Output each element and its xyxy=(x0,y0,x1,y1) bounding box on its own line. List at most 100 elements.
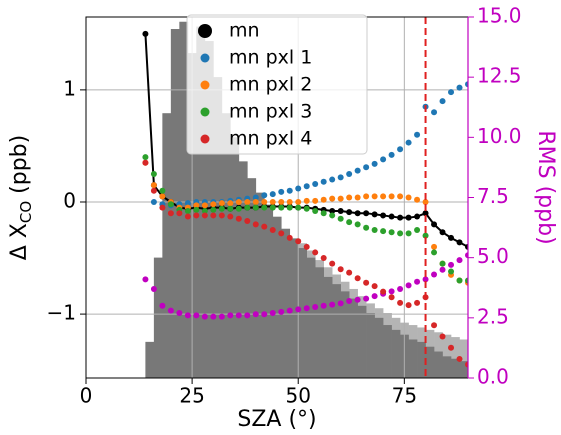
y2-tick-label: 15.0 xyxy=(477,4,522,28)
series-point xyxy=(337,207,344,214)
series-point xyxy=(414,227,421,234)
histogram-bar xyxy=(221,113,231,378)
series-point xyxy=(286,234,293,241)
series-point xyxy=(142,30,149,37)
series-point xyxy=(252,204,259,211)
series-point xyxy=(405,194,412,201)
series-point xyxy=(439,260,446,267)
series-point xyxy=(261,204,268,211)
legend-marker xyxy=(200,53,210,63)
series-point xyxy=(346,170,353,177)
histogram-bar xyxy=(451,358,460,378)
series-point xyxy=(312,197,319,204)
series-point xyxy=(201,207,208,214)
rms-point xyxy=(159,302,166,309)
legend-label: mn pxl 2 xyxy=(229,74,312,96)
histogram-bar xyxy=(255,192,265,378)
series-point xyxy=(244,198,251,205)
series-point xyxy=(261,223,268,230)
series-point xyxy=(448,268,455,275)
series-point xyxy=(269,204,276,211)
x-axis-label: SZA (°) xyxy=(237,407,316,432)
histogram-bar xyxy=(306,257,316,378)
series-point xyxy=(210,206,217,213)
series-point xyxy=(388,151,395,158)
y2-tick-label: 12.5 xyxy=(477,64,522,88)
series-point xyxy=(371,193,378,200)
rms-point xyxy=(218,313,225,320)
rms-point xyxy=(431,271,438,278)
series-point xyxy=(235,205,242,212)
series-point xyxy=(252,198,259,205)
rms-point xyxy=(269,310,276,317)
y2-tick-label: 5.0 xyxy=(477,244,509,268)
series-point xyxy=(380,212,387,219)
series-point xyxy=(210,201,217,208)
series-point xyxy=(295,185,302,192)
series-point xyxy=(184,200,191,207)
series-point xyxy=(295,238,302,245)
series-point xyxy=(320,196,327,203)
series-point xyxy=(346,209,353,216)
series-point xyxy=(422,232,429,239)
rms-point xyxy=(278,308,285,315)
series-point xyxy=(193,206,200,213)
series-point xyxy=(142,159,149,166)
series-point xyxy=(150,198,157,205)
series-point xyxy=(184,207,191,214)
series-point xyxy=(363,164,370,171)
x-tick-label: 50 xyxy=(285,384,310,408)
histogram-bar xyxy=(272,216,282,378)
series-point xyxy=(320,255,327,262)
series-point xyxy=(193,202,200,209)
rms-point xyxy=(176,310,183,317)
series-point xyxy=(210,212,217,219)
histogram-bar xyxy=(366,313,375,378)
series-point xyxy=(346,219,353,226)
series-point xyxy=(431,243,438,250)
rms-point xyxy=(320,302,327,309)
rms-point xyxy=(329,301,336,308)
plot-back xyxy=(86,17,468,378)
series-point xyxy=(295,198,302,205)
histogram-bar xyxy=(442,356,452,378)
series-point xyxy=(329,195,336,202)
series-point xyxy=(465,243,468,250)
histogram-bar xyxy=(264,204,274,378)
series-point xyxy=(218,212,225,219)
series-point xyxy=(456,84,463,91)
series-point xyxy=(439,333,446,340)
histogram-bar xyxy=(153,257,163,378)
series-point xyxy=(448,234,455,241)
histogram-bar xyxy=(451,337,460,378)
series-point xyxy=(405,139,412,146)
x-tick-label: 25 xyxy=(179,384,204,408)
series-point xyxy=(346,269,353,276)
legend-box xyxy=(186,14,368,155)
y-tick-label: −1 xyxy=(47,301,76,325)
series-point xyxy=(380,193,387,200)
series-point xyxy=(414,299,421,306)
series-point xyxy=(363,279,370,286)
y2-tick-label: 10.0 xyxy=(477,124,522,148)
series-point xyxy=(278,204,285,211)
histogram-bar xyxy=(162,113,172,378)
histogram-bar xyxy=(434,351,443,378)
rms-point xyxy=(414,278,421,285)
series-point xyxy=(312,249,319,256)
series-point xyxy=(269,198,276,205)
y2-tick-label: 7.5 xyxy=(477,184,509,208)
y2-tick-label: 0.0 xyxy=(477,365,509,389)
series-point xyxy=(320,178,327,185)
rms-point xyxy=(303,305,310,312)
rms-point xyxy=(397,285,404,292)
series-point xyxy=(278,188,285,195)
y2-axis-label: RMS (ppb) xyxy=(533,130,558,244)
histogram-bar xyxy=(408,339,418,378)
series-point xyxy=(184,213,191,220)
rms-point xyxy=(337,300,344,307)
rms-point xyxy=(363,295,370,302)
series-point xyxy=(235,215,242,222)
series-point xyxy=(363,224,370,231)
series-point xyxy=(303,183,310,190)
